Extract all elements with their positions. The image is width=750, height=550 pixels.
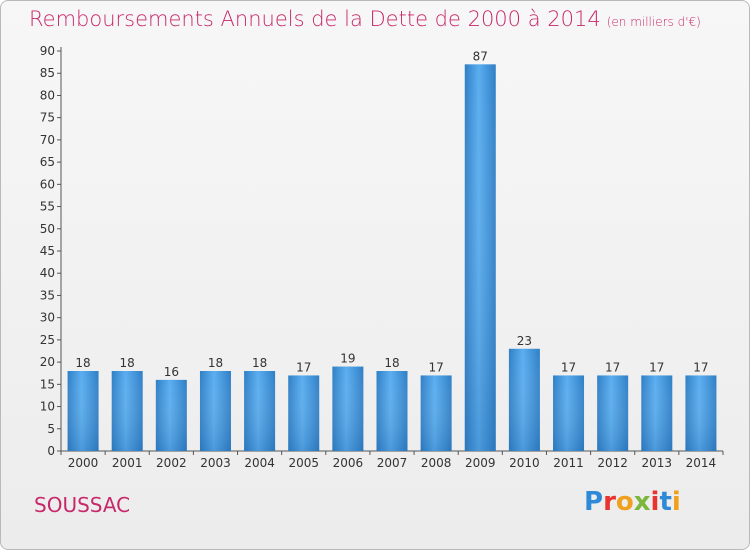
- x-tick-label: 2006: [333, 456, 364, 470]
- bar-shade: [597, 375, 629, 451]
- y-tick-label: 40: [40, 266, 55, 280]
- logo-letter: i: [650, 487, 660, 517]
- bar-shade: [155, 379, 187, 451]
- logo-letter: r: [603, 487, 616, 517]
- x-tick-label: 2012: [597, 456, 628, 470]
- logo-letter: P: [584, 487, 604, 517]
- data-label: 17: [296, 360, 311, 374]
- bar-shade: [641, 375, 673, 451]
- x-tick-label: 2002: [156, 456, 187, 470]
- x-tick-label: 2000: [68, 456, 99, 470]
- data-labels: 18 18 16 18 18 17 19 18 17 87 23 17 17 17 17: [75, 49, 708, 379]
- y-tick-label: 10: [40, 400, 55, 414]
- data-label: 17: [649, 360, 664, 374]
- axes: 0 5 10 15 20 25 30 35 40 45 50 55 60 65 70 75 80 85 90 2000…: [40, 44, 724, 470]
- y-tick-label: 0: [47, 444, 55, 458]
- data-label: 18: [208, 356, 223, 370]
- y-tick-label: 65: [40, 155, 55, 169]
- y-tick-label: 20: [40, 355, 55, 369]
- x-tick-label: 2011: [553, 456, 584, 470]
- x-tick-label: 2008: [421, 456, 452, 470]
- x-tick-label: 2004: [244, 456, 275, 470]
- x-tick-label: 2009: [465, 456, 496, 470]
- chart-subtitle: (en milliers d'€): [606, 15, 701, 29]
- proxiti-logo: Proxiti: [584, 487, 681, 517]
- x-tick-label: 2001: [112, 456, 143, 470]
- data-label: 87: [473, 49, 488, 63]
- x-tick-label: 2003: [200, 456, 231, 470]
- data-label: 17: [428, 360, 443, 374]
- y-tick-label: 90: [40, 44, 55, 58]
- logo-letter: i: [671, 487, 681, 517]
- chart-title-text: Remboursements Annuels de la Dette de 20…: [29, 7, 601, 31]
- bar-shade: [111, 371, 143, 451]
- y-tick-label: 60: [40, 177, 55, 191]
- region-name: SOUSSAC: [34, 493, 131, 517]
- data-label: 18: [120, 356, 135, 370]
- bar-shade: [332, 366, 364, 451]
- y-tick-label: 75: [40, 111, 55, 125]
- bar-shade: [376, 371, 408, 451]
- data-label: 17: [605, 360, 620, 374]
- y-tick-label: 5: [47, 422, 55, 436]
- y-tick-label: 15: [40, 377, 55, 391]
- data-label: 16: [164, 365, 179, 379]
- bar-shade: [67, 371, 99, 451]
- y-tick-label: 25: [40, 333, 55, 347]
- y-tick-label: 30: [40, 311, 55, 325]
- bar-shade: [199, 371, 231, 451]
- logo-letter: x: [633, 487, 651, 517]
- data-label: 17: [561, 360, 576, 374]
- bar-shade: [685, 375, 717, 451]
- y-tick-label: 85: [40, 66, 55, 80]
- bar-shade: [244, 371, 276, 451]
- y-tick-label: 50: [40, 222, 55, 236]
- y-tick-label: 55: [40, 200, 55, 214]
- y-tick-label: 35: [40, 288, 55, 302]
- data-label: 19: [340, 352, 355, 366]
- logo-letter: t: [659, 487, 672, 517]
- bar-shade: [508, 348, 540, 451]
- data-label: 18: [252, 356, 267, 370]
- y-tick-label: 80: [40, 88, 55, 102]
- y-tick-label: 45: [40, 244, 55, 258]
- x-tick-label: 2013: [642, 456, 673, 470]
- bar-shade: [288, 375, 320, 451]
- x-tick-label: 2005: [288, 456, 319, 470]
- chart-title: Remboursements Annuels de la Dette de 20…: [29, 7, 701, 31]
- bar-shade: [420, 375, 452, 451]
- data-label: 18: [384, 356, 399, 370]
- data-label: 17: [693, 360, 708, 374]
- bar-shade: [464, 64, 496, 452]
- logo-letter: o: [615, 487, 634, 517]
- data-label: 23: [517, 334, 532, 348]
- y-tick-label: 70: [40, 133, 55, 147]
- data-label: 18: [75, 356, 90, 370]
- bars: [67, 64, 717, 452]
- x-tick-label: 2010: [509, 456, 540, 470]
- x-tick-label: 2007: [377, 456, 408, 470]
- x-tick-label: 2014: [686, 456, 717, 470]
- bar-shade: [553, 375, 585, 451]
